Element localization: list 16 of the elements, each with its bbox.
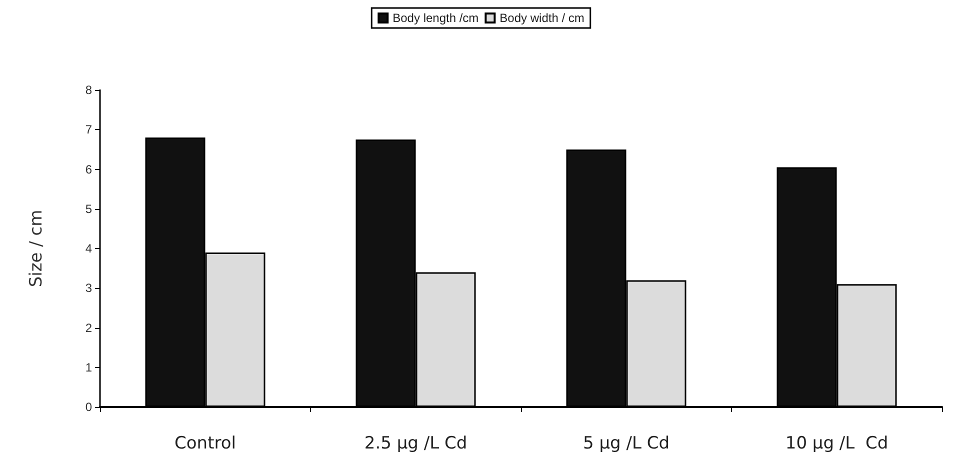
x-tick-label: 2.5 µg /L Cd xyxy=(364,434,468,454)
y-tick-label: 2 xyxy=(85,320,92,335)
legend-label: Body width / cm xyxy=(500,11,584,25)
y-tick-label: 7 xyxy=(85,122,92,137)
x-tick-label: Control xyxy=(174,434,236,454)
y-tick-label: 8 xyxy=(85,83,92,97)
y-tick-label: 1 xyxy=(85,360,92,374)
y-tick-label: 6 xyxy=(85,162,92,176)
y-tick-label: 3 xyxy=(85,281,92,296)
x-tick-label: 10 µg /L Cd xyxy=(785,434,888,454)
y-tick-label: 0 xyxy=(85,400,92,414)
x-tick-label: 5 µg /L Cd xyxy=(583,434,670,454)
y-axis-title: Size / cm xyxy=(26,210,46,288)
y-tick-label: 5 xyxy=(85,202,92,216)
legend-label: Body length /cm xyxy=(392,11,479,25)
y-tick-label: 4 xyxy=(85,242,92,256)
